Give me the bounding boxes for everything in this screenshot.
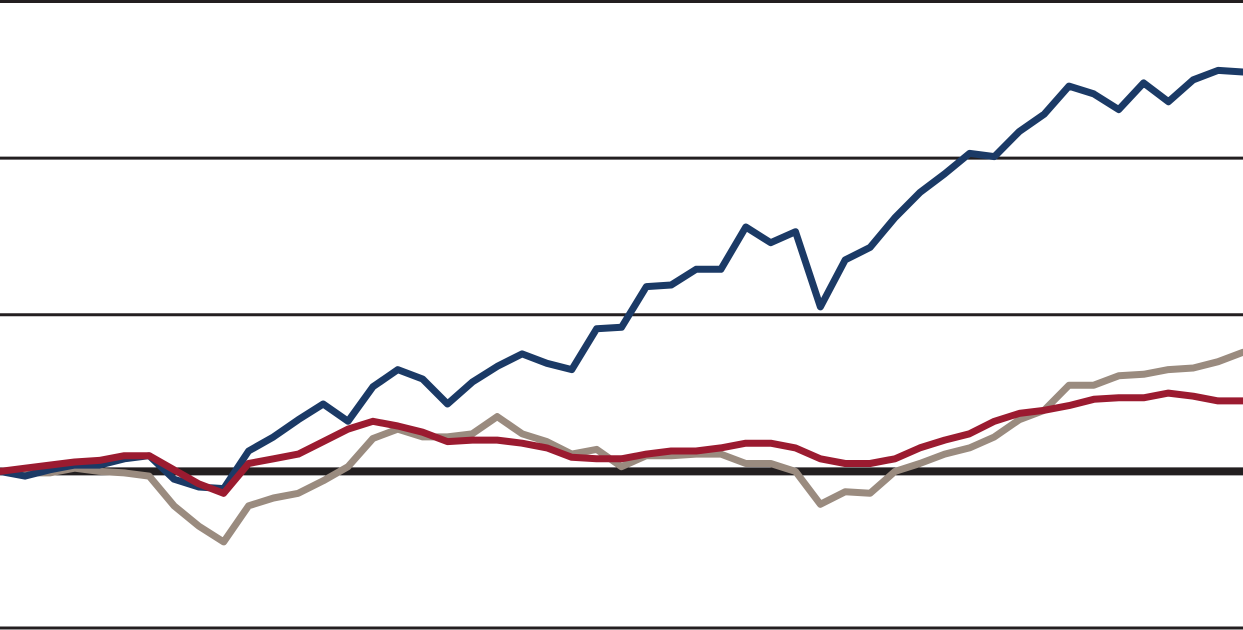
- series-line: [0, 389, 1243, 497]
- series-line: [0, 348, 1243, 546]
- series-line: [0, 66, 1243, 493]
